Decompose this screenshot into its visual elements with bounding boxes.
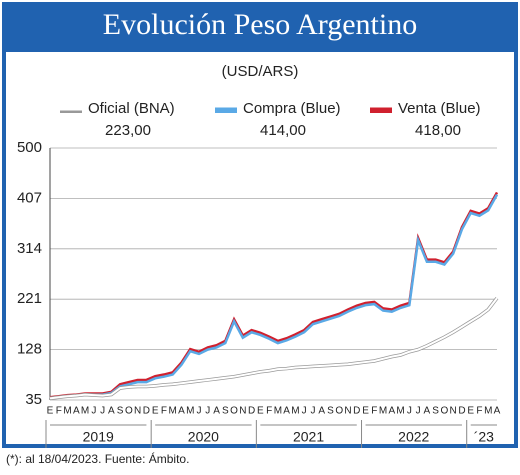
x-tick-label: M (186, 406, 194, 417)
legend-value: 414,00 (260, 122, 306, 139)
y-tick-label: 221 (17, 290, 42, 307)
x-tick-label: O (230, 406, 238, 417)
year-label: 2022 (398, 429, 429, 445)
chart-title: Evolución Peso Argentino (103, 8, 417, 41)
x-tick-label: O (441, 406, 449, 417)
y-tick-label: 407 (17, 189, 42, 206)
x-tick-label: F (266, 406, 272, 417)
x-tick-label: J (407, 406, 412, 417)
year-label: ´23 (474, 429, 494, 445)
x-tick-label: F (476, 406, 482, 417)
x-tick-label: M (63, 406, 71, 417)
x-tick-label: A (73, 406, 80, 417)
x-tick-label: J (100, 406, 105, 417)
x-tick-label: M (274, 406, 282, 417)
x-tick-label: E (362, 406, 369, 417)
x-tick-label: M (379, 406, 387, 417)
x-tick-label: N (134, 406, 141, 417)
x-tick-label: J (91, 406, 96, 417)
x-tick-label: M (484, 406, 492, 417)
x-tick-label: J (416, 406, 421, 417)
x-tick-label: D (248, 406, 255, 417)
x-tick-label: E (257, 406, 264, 417)
x-tick-label: S (117, 406, 124, 417)
x-tick-label: A (283, 406, 290, 417)
x-tick-label: A (424, 406, 431, 417)
legend-value: 223,00 (105, 122, 151, 139)
x-tick-label: A (178, 406, 185, 417)
x-tick-label: O (125, 406, 133, 417)
x-tick-label: F (56, 406, 62, 417)
y-tick-label: 500 (17, 139, 42, 156)
x-tick-label: D (353, 406, 360, 417)
x-tick-label: J (197, 406, 202, 417)
x-tick-label: E (152, 406, 159, 417)
x-tick-label: N (450, 406, 457, 417)
x-tick-label: O (335, 406, 343, 417)
x-tick-label: A (213, 406, 220, 417)
x-tick-label: D (458, 406, 465, 417)
footnote: (*): al 18/04/2023. Fuente: Ámbito. (6, 451, 189, 466)
x-tick-label: A (108, 406, 115, 417)
y-tick-label: 128 (17, 341, 42, 358)
year-label: 2021 (293, 429, 324, 445)
x-tick-label: J (302, 406, 307, 417)
year-label: 2020 (188, 429, 219, 445)
x-tick-label: A (318, 406, 325, 417)
x-tick-label: J (310, 406, 315, 417)
x-tick-label: S (222, 406, 229, 417)
x-tick-label: S (327, 406, 334, 417)
series-line (49, 297, 498, 400)
x-tick-label: F (371, 406, 377, 417)
x-tick-label: E (467, 406, 474, 417)
series-line (49, 193, 499, 400)
legend-label: Compra (Blue) (243, 100, 341, 117)
x-tick-label: J (205, 406, 210, 417)
y-tick-label: 35 (25, 391, 42, 408)
legend-value: 418,00 (415, 122, 461, 139)
y-tick-label: 314 (17, 240, 42, 257)
x-tick-label: A (388, 406, 395, 417)
x-tick-label: N (344, 406, 351, 417)
x-tick-label: M (81, 406, 89, 417)
x-tick-label: S (432, 406, 439, 417)
x-tick-label: M (291, 406, 299, 417)
x-tick-label: F (161, 406, 167, 417)
x-tick-label: N (239, 406, 246, 417)
subtitle: (USD/ARS) (222, 63, 299, 80)
legend-label: Oficial (BNA) (88, 100, 175, 117)
year-label: 2019 (83, 429, 114, 445)
x-tick-label: D (143, 406, 150, 417)
x-tick-label: E (47, 406, 54, 417)
plot-area (50, 148, 497, 400)
legend-label: Venta (Blue) (398, 100, 481, 117)
x-tick-label: M (396, 406, 404, 417)
x-tick-label: A (494, 406, 501, 417)
x-tick-label: M (169, 406, 177, 417)
